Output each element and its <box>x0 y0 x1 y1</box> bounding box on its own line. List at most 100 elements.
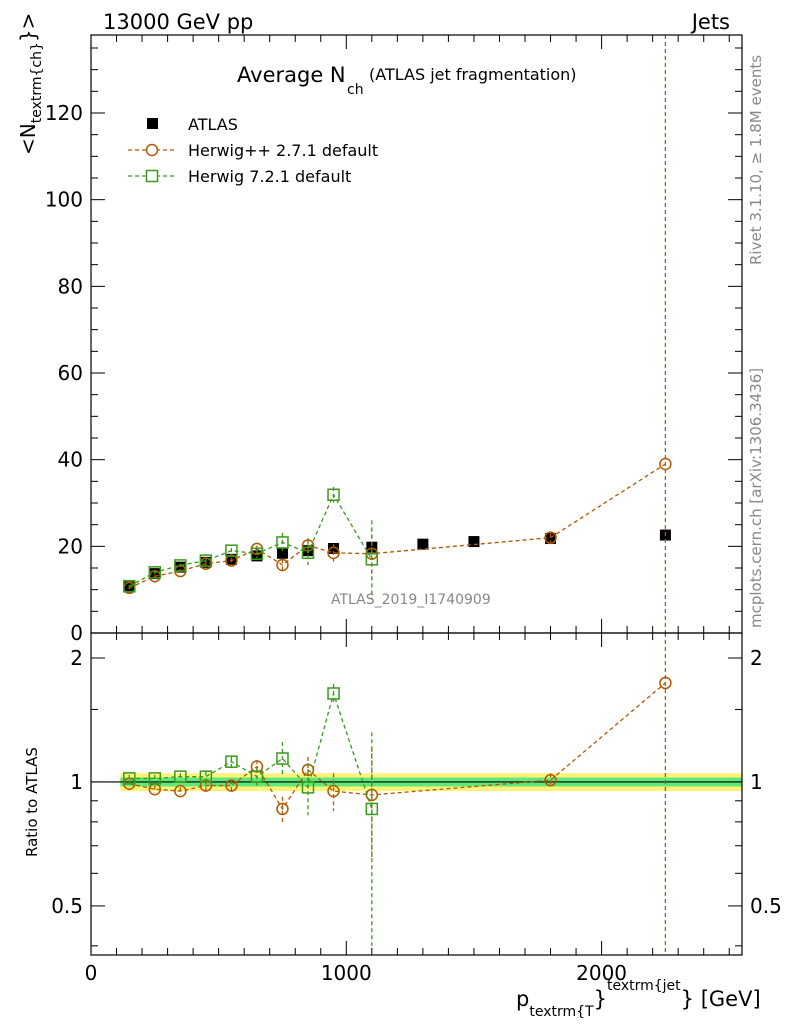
energy-label: 13000 GeV pp <box>103 10 253 34</box>
legend-label-atlas: ATLAS <box>188 115 238 134</box>
ratio-point-herwigpp <box>659 676 672 690</box>
ratio-y-tick-label-right: 1 <box>750 770 763 794</box>
main-y-tick-label: 80 <box>58 274 83 298</box>
ylabel-suffix: }> <box>16 13 40 42</box>
x-tick-label: 0 <box>85 961 98 985</box>
main-point-atlas <box>366 541 378 553</box>
ratio-series-herwig7 <box>123 683 379 946</box>
ratio-y-tick-label: 1 <box>70 770 83 794</box>
main-line-herwigpp <box>129 463 666 589</box>
ratio-point-herwigpp <box>276 802 289 816</box>
legend-label-herwig7: Herwig 7.2.1 default <box>188 167 351 186</box>
process-label: Jets <box>690 10 730 34</box>
legend: ATLAS Herwig++ 2.7.1 default Herwig 7.2.… <box>128 115 378 186</box>
title-paren: (ATLAS jet fragmentation) <box>369 65 577 84</box>
mcplots-label: mcplots.cern.ch [arXiv:1306.3436] <box>747 368 765 628</box>
legend-item-herwigpp: Herwig++ 2.7.1 default <box>128 141 378 160</box>
main-point-herwig7 <box>301 546 315 560</box>
main-point-herwig7 <box>199 554 213 567</box>
analysis-id-label: ATLAS_2019_I1740909 <box>331 592 491 608</box>
ratio-line-herwig7 <box>129 691 373 810</box>
ratio-series-herwigpp <box>123 633 672 955</box>
ratio-y-tick-label: 0.5 <box>51 894 83 918</box>
ratio-point-herwigpp <box>327 784 340 798</box>
main-y-tick-label: 0 <box>70 621 83 645</box>
title-sub: ch <box>347 82 364 98</box>
ratio-point-herwig7 <box>276 752 289 765</box>
main-series-herwig7 <box>123 486 379 599</box>
ratio-point-herwigpp <box>174 784 187 798</box>
xlabel-mid: } <box>594 987 607 1011</box>
ratio-y-tick-label-right: 0.5 <box>750 894 782 918</box>
ratio-point-herwigpp <box>225 779 238 792</box>
legend-marker-herwig7 <box>145 169 159 183</box>
legend-item-herwig7: Herwig 7.2.1 default <box>128 167 351 186</box>
main-point-herwigpp <box>276 558 289 572</box>
ratio-point-herwig7 <box>148 772 162 785</box>
main-line-herwig7 <box>128 493 373 587</box>
ratio-point-herwigpp <box>544 773 557 787</box>
xlabel-prefix: p <box>516 987 529 1011</box>
main-y-tick-label: 100 <box>45 188 83 212</box>
rivet-label: Rivet 3.1.10, ≥ 1.8M events <box>747 55 765 265</box>
ratio-reference-band <box>91 773 742 792</box>
main-point-herwig7 <box>327 488 340 502</box>
main-point-herwigpp <box>659 457 672 471</box>
ratio-point-herwig7 <box>250 770 264 783</box>
main-point-atlas <box>545 533 557 545</box>
xlabel-sub: textrm{T <box>529 1004 594 1020</box>
x-tick-label: 2000 <box>576 961 627 985</box>
ratio-y-tick-label-right: 2 <box>750 646 763 670</box>
ratio-point-herwig7 <box>199 770 213 783</box>
ratio-panel-frame <box>90 632 743 956</box>
x-tick-label: 1000 <box>321 961 372 985</box>
svg-text:ptextrm{T}textrm{jet} [GeV]: ptextrm{T}textrm{jet} [GeV] <box>516 978 761 1020</box>
ratio-point-herwig7 <box>123 772 136 785</box>
legend-label-herwigpp: Herwig++ 2.7.1 default <box>188 141 378 160</box>
main-y-tick-label: 120 <box>45 101 83 125</box>
main-panel-axes: 0 20 40 60 80 100 120 <box>45 35 742 645</box>
ratio-point-herwig7 <box>327 687 340 700</box>
main-y-axis-label: <Ntextrm{ch}}> <box>16 13 45 155</box>
ratio-line-herwigpp <box>129 682 666 811</box>
main-point-herwig7 <box>225 544 238 557</box>
main-point-herwigpp <box>544 531 557 544</box>
main-y-tick-label: 40 <box>58 448 83 472</box>
main-point-atlas <box>417 538 429 550</box>
main-point-herwig7 <box>365 553 379 566</box>
ratio-point-herwig7 <box>225 755 238 768</box>
ratio-y-tick-label: 2 <box>70 646 83 670</box>
main-point-atlas <box>468 536 480 548</box>
x-axis-label: ptextrm{T}textrm{jet} [GeV] <box>516 978 761 1020</box>
main-point-herwigpp <box>225 554 238 567</box>
ylabel-prefix: <N <box>16 123 40 155</box>
ratio-panel-axes: 0.5 0.5 1 1 2 2 0 1000 2000 <box>51 633 782 985</box>
ylabel-sub: textrm{ch} <box>29 42 45 123</box>
main-point-herwig7 <box>276 536 289 549</box>
main-point-atlas <box>251 550 263 562</box>
ratio-point-herwig7 <box>301 781 315 794</box>
main-point-herwigpp <box>327 546 340 560</box>
main-point-herwig7 <box>250 547 264 560</box>
legend-marker-atlas <box>147 118 158 129</box>
main-point-herwig7 <box>148 566 162 579</box>
xlabel-suffix: } [GeV] <box>681 987 761 1011</box>
main-panel-series <box>123 35 672 633</box>
xlabel-sup: textrm{jet <box>607 978 681 994</box>
ratio-point-herwig7 <box>174 770 187 783</box>
legend-marker-herwigpp <box>145 143 159 157</box>
main-point-herwig7 <box>123 579 136 593</box>
ratio-y-axis-label: Ratio to ATLAS <box>23 747 41 857</box>
legend-item-atlas: ATLAS <box>147 115 238 134</box>
plot-title: Average N ch (ATLAS jet fragmentation) <box>237 63 577 98</box>
main-y-tick-label: 20 <box>58 534 83 558</box>
main-point-atlas <box>276 547 288 559</box>
main-point-atlas <box>328 543 340 554</box>
ratio-point-herwig7 <box>365 802 379 816</box>
ratio-panel-series <box>123 633 672 955</box>
main-point-herwig7 <box>174 559 187 572</box>
svg-text:<Ntextrm{ch}}>: <Ntextrm{ch}}> <box>16 13 45 155</box>
title-main: Average N <box>237 63 346 87</box>
main-y-tick-label: 60 <box>58 361 83 385</box>
